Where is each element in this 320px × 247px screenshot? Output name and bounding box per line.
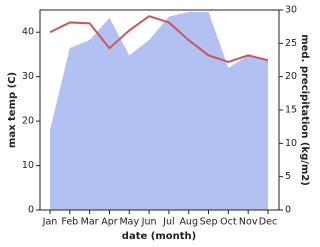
y-axis-label: max temp (C) bbox=[7, 72, 18, 148]
x-tick-label: Jan bbox=[42, 217, 58, 228]
temperature-line bbox=[49, 15, 269, 64]
y2-tick-label: 25 bbox=[285, 38, 297, 49]
y2-tick-label: 30 bbox=[285, 5, 297, 16]
x-tick-label: Nov bbox=[239, 217, 258, 228]
x-tick-label: May bbox=[119, 217, 139, 228]
y2-tick-label: 0 bbox=[285, 205, 291, 216]
y2-tick-label: 20 bbox=[285, 71, 297, 82]
x-tick-label: Jul bbox=[162, 217, 174, 228]
y2-tick-label: 15 bbox=[285, 105, 297, 116]
y-tick-label: 40 bbox=[22, 27, 34, 38]
x-tick-label: Oct bbox=[220, 217, 237, 228]
y-tick-label: 20 bbox=[22, 116, 34, 127]
x-tick-label: Sep bbox=[200, 217, 218, 228]
precipitation-area bbox=[50, 12, 268, 210]
x-tick-label: Apr bbox=[101, 217, 118, 228]
y2-tick-label: 10 bbox=[285, 138, 297, 149]
y-tick-label: 0 bbox=[28, 205, 34, 216]
x-tick-label: Jun bbox=[141, 217, 157, 228]
y2-tick-label: 5 bbox=[285, 171, 291, 182]
y-tick-label: 30 bbox=[22, 71, 34, 82]
x-tick-label: Aug bbox=[179, 217, 198, 228]
x-tick-label: Mar bbox=[81, 217, 99, 228]
x-axis-label: date (month) bbox=[122, 231, 196, 242]
y2-axis-label: med. precipitation (kg/m2) bbox=[299, 34, 310, 186]
x-tick-label: Feb bbox=[61, 217, 78, 228]
x-tick-label: Dec bbox=[259, 217, 277, 228]
y-tick-label: 10 bbox=[22, 160, 34, 171]
